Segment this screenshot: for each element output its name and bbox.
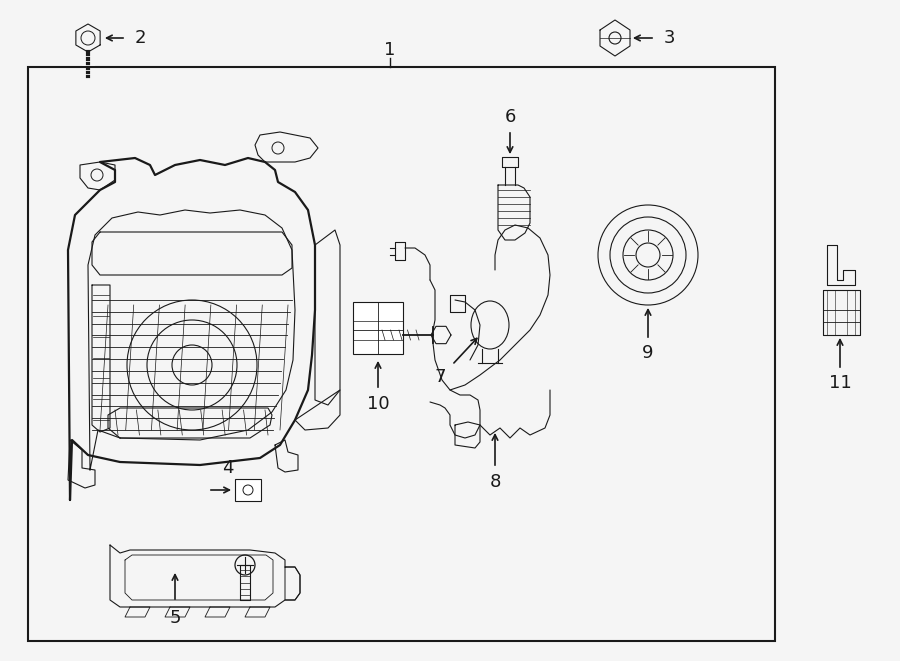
Bar (353, 302, 403, 354)
Text: 2: 2 (134, 29, 146, 47)
Text: 3: 3 (663, 29, 675, 47)
Bar (235, 479, 261, 501)
Text: 5: 5 (169, 609, 181, 627)
Text: 10: 10 (366, 395, 390, 413)
Text: 6: 6 (504, 108, 516, 126)
Text: 1: 1 (384, 41, 396, 59)
Text: 7: 7 (434, 368, 446, 386)
Text: 11: 11 (829, 374, 851, 392)
Text: 9: 9 (643, 344, 653, 362)
Bar (28, 67, 775, 641)
Text: 4: 4 (222, 459, 234, 477)
Text: 8: 8 (490, 473, 500, 491)
